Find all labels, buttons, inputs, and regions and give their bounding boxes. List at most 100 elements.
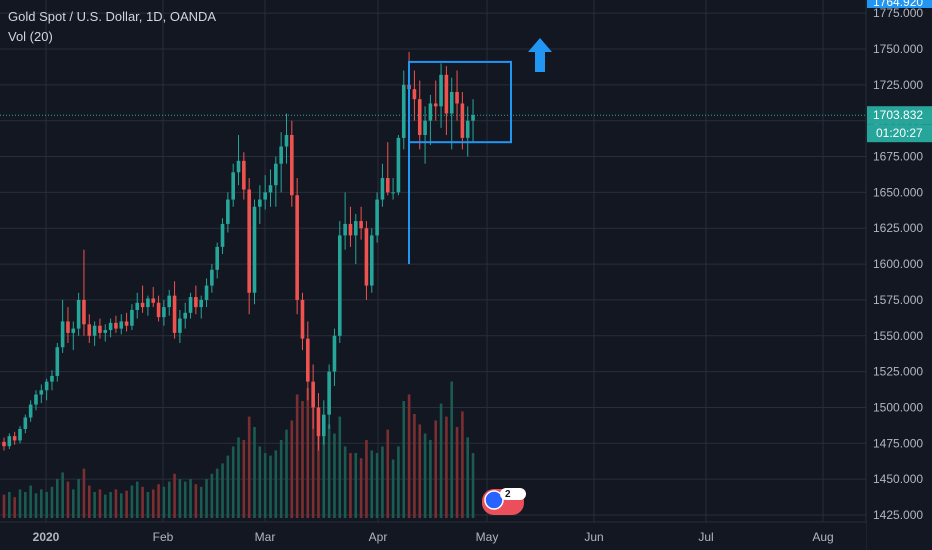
price-tick-label: 1725.000: [873, 78, 923, 92]
candle-body: [76, 299, 81, 329]
volume-bar: [461, 411, 464, 518]
candle-body: [135, 302, 140, 310]
volume-bar: [354, 453, 358, 518]
volume-bar: [125, 490, 128, 518]
candle-body: [71, 328, 76, 333]
consolidation-box[interactable]: [408, 60, 512, 144]
candle-body: [103, 330, 108, 333]
candle-body: [162, 307, 166, 318]
candle-body: [12, 436, 17, 441]
volume-bar: [2, 494, 6, 518]
news-count-label: 2: [505, 489, 511, 500]
candle-body: [428, 103, 433, 121]
candle-body: [55, 347, 60, 376]
volume-bar: [365, 440, 368, 518]
volume-bar: [269, 455, 272, 518]
volume-bar: [381, 446, 384, 518]
candle-body: [444, 74, 449, 114]
price-tick-label: 1500.000: [873, 400, 923, 414]
volume-bar: [370, 450, 374, 518]
volume-bar: [285, 429, 288, 518]
candle-body: [353, 221, 358, 236]
price-tick-label: 1550.000: [873, 329, 923, 343]
candle-body: [2, 441, 6, 447]
candle-body: [28, 404, 33, 418]
candle-body: [460, 103, 465, 138]
volume-bar: [87, 485, 91, 518]
candle-body: [455, 92, 459, 104]
volume-bar: [130, 485, 134, 518]
candle-body: [465, 120, 470, 138]
volume-bar: [359, 458, 363, 518]
candle-body: [82, 299, 86, 325]
candle-body: [300, 299, 305, 339]
volume-bar: [311, 403, 315, 518]
candle-body: [167, 295, 172, 308]
volume-bar: [375, 453, 379, 518]
candle-body: [114, 322, 118, 329]
volume-bar: [40, 489, 43, 518]
candle-body: [236, 160, 241, 173]
volume-bar: [263, 453, 267, 518]
volume-bar: [253, 427, 256, 518]
volume-bar: [205, 479, 208, 518]
up-arrow-icon[interactable]: [528, 38, 552, 72]
countdown-label: 01:20:27: [876, 126, 923, 140]
candle-body: [50, 375, 54, 382]
time-tick-label: Jul: [698, 530, 713, 544]
volume-bar: [98, 489, 102, 518]
volume-indicator-label[interactable]: Vol (20): [8, 29, 53, 44]
volume-bar: [402, 401, 406, 518]
candle-body: [199, 299, 204, 308]
volume-bar: [183, 481, 187, 518]
candle-body: [391, 192, 395, 194]
candle-body: [412, 89, 417, 100]
volume-bar: [317, 414, 320, 518]
time-tick-label: Feb: [153, 530, 174, 544]
volume-bar: [338, 416, 342, 518]
candle-body: [226, 199, 230, 224]
candle-body: [471, 114, 475, 121]
candle-body: [385, 178, 390, 193]
volume-bar: [8, 492, 11, 518]
candle-body: [183, 312, 188, 319]
time-tick-label: Mar: [255, 530, 276, 544]
volume-bar: [343, 446, 347, 518]
candle-body: [204, 285, 209, 300]
volume-bar: [455, 427, 459, 518]
volume-bar: [56, 479, 59, 518]
candle-body: [263, 192, 267, 200]
candle-body: [274, 163, 278, 186]
top-price-badge-label: 1764.920: [873, 0, 923, 9]
candle-body: [7, 436, 12, 447]
volume-bar: [77, 479, 80, 518]
volume-bar: [306, 388, 310, 518]
candle-body: [369, 235, 374, 286]
volume-bar: [290, 420, 294, 518]
symbol-title[interactable]: Gold Spot / U.S. Dollar, 1D, OANDA: [8, 9, 217, 24]
volume-bar: [215, 468, 219, 518]
candle-body: [231, 172, 235, 200]
volume-bar: [114, 489, 118, 518]
candle-body: [439, 74, 443, 107]
volume-bar: [445, 416, 448, 518]
price-tick-label: 1425.000: [873, 508, 923, 522]
candle-body: [60, 321, 65, 348]
candle-body: [268, 185, 273, 193]
last-price-badge: [867, 106, 932, 125]
candle-body: [316, 407, 321, 437]
volume-bar: [50, 486, 54, 518]
candle-body: [295, 195, 299, 300]
volume-bar: [247, 416, 251, 518]
volume-bar: [146, 492, 150, 518]
volume-bar: [162, 486, 166, 518]
volume-bar: [194, 484, 198, 518]
volume-bar: [429, 440, 432, 518]
volume-bar: [349, 453, 352, 518]
volume-bar: [466, 437, 470, 518]
candle-body: [172, 295, 177, 333]
candle-body: [306, 338, 310, 382]
candle-body: [34, 394, 38, 405]
